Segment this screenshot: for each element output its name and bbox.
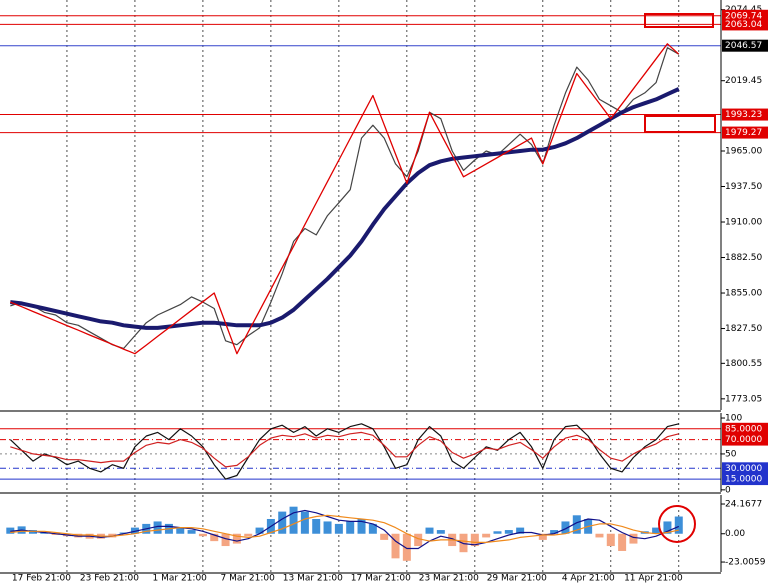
histogram-bar [538,533,547,540]
histogram-bar [482,533,491,538]
series-line [10,431,679,468]
histogram-bar [663,521,672,534]
histogram-bar [210,533,219,542]
histogram-bar [674,516,683,534]
level-label: 30.0000 [725,464,762,474]
x-tick-label: 23 Mar 21:00 [419,574,479,584]
x-tick-label: 7 Mar 21:00 [221,574,276,584]
level-label-box [722,422,768,435]
histogram-bar [28,530,37,534]
histogram-bar [516,527,525,534]
level-label-box [722,433,768,446]
histogram-bar [618,533,627,551]
level-label: 15.0000 [725,475,762,485]
histogram-bar [6,527,15,534]
histogram-bar [323,521,332,534]
x-tick-label: 17 Feb 21:00 [12,574,71,584]
histogram-bar [334,523,343,534]
histogram-bar [153,521,162,534]
level-label-box [722,108,768,121]
histogram-bar [108,533,117,538]
histogram-bar [380,533,389,540]
y-tick-label: 1910.00 [725,218,762,228]
x-tick-label: 23 Feb 21:00 [80,574,139,584]
level-label: 1993.23 [725,110,762,120]
level-label-box [722,39,768,52]
series-line [10,43,680,355]
histogram-bar [550,530,559,534]
histogram-bar [187,530,196,534]
y-tick-label: 1855.00 [725,289,762,299]
histogram-bar [278,511,287,534]
series-line [10,87,680,330]
series-line [10,509,680,550]
y-tick-label: 1827.50 [725,324,762,334]
y-tick-label: 24.1677 [725,500,762,510]
histogram-bar [357,518,366,534]
x-tick-label: 29 Mar 21:00 [487,574,547,584]
y-tick-label: 2019.45 [725,76,762,86]
histogram-bar [244,533,253,537]
histogram-bar [368,523,377,534]
y-tick-label: 1965.00 [725,147,762,157]
histogram-bar [232,533,241,544]
histogram-bar [470,533,479,547]
histogram-bar [391,533,400,559]
level-label: 1979.27 [725,128,762,138]
histogram-bar [402,533,411,561]
x-tick-label: 13 Mar 21:00 [283,574,343,584]
histogram-bar [595,533,604,538]
y-tick-label: 0.00 [725,529,745,539]
x-tick-label: 4 Apr 21:00 [562,574,615,584]
histogram-bar [51,533,60,535]
histogram-bar [176,527,185,534]
y-tick-label: -23.0059 [725,558,766,568]
histogram-bar [504,530,513,534]
level-label: 2046.57 [725,41,762,51]
annotation-box [644,115,716,133]
histogram-bar [130,527,139,534]
histogram-bar [425,527,434,534]
level-label: 2069.74 [725,11,762,21]
y-tick-label: 50 [725,449,737,459]
histogram-bar [629,533,638,544]
y-tick-label: 1800.55 [725,359,762,369]
histogram-bar [572,515,581,534]
histogram-bar [414,533,423,547]
level-label: 85.0000 [725,424,762,434]
series-line [9,423,679,480]
histogram-bar [289,506,298,534]
y-tick-label: 1882.50 [725,253,762,263]
histogram-bar [40,532,49,534]
annotation-box [644,13,714,28]
series-line [10,514,679,543]
histogram-bar [436,530,445,534]
y-tick-label: 1937.50 [725,182,762,192]
histogram-bar [561,521,570,534]
histogram-bar [606,533,615,547]
y-tick-label: 100 [725,414,742,424]
level-label-box [722,18,768,31]
histogram-bar [493,531,502,534]
level-label-box [722,462,768,475]
histogram-bar [300,511,309,534]
x-tick-label: 17 Mar 21:00 [351,574,411,584]
x-tick-label: 11 Apr 21:00 [624,574,683,584]
y-tick-label: 1773.05 [725,394,762,404]
histogram-bar [346,521,355,534]
x-tick-label: 1 Mar 21:00 [153,574,208,584]
histogram-bar [221,533,230,547]
level-label-box [722,126,768,139]
level-label-box [722,473,768,486]
level-label: 2063.04 [725,20,762,30]
level-label: 70.0000 [725,435,762,445]
histogram-bar [652,527,661,534]
histogram-bar [198,533,207,537]
histogram-bar [312,518,321,534]
y-tick-label: 0 [725,485,731,495]
histogram-bar [255,527,264,534]
annotation-circle [658,505,696,543]
